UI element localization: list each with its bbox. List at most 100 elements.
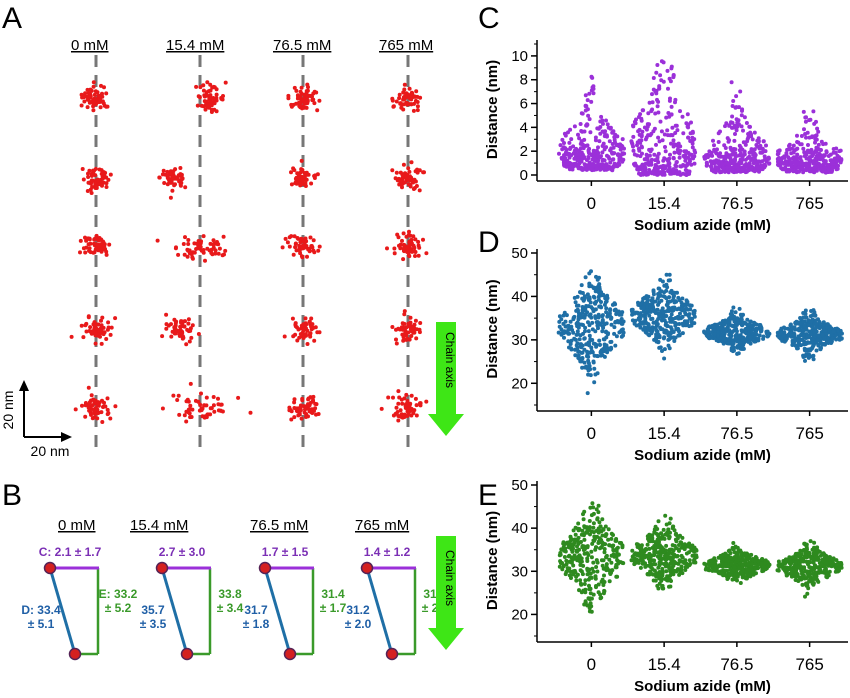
- data-point: [590, 327, 595, 332]
- x-tick-label: 15.4: [648, 655, 681, 674]
- localization-dot: [211, 395, 216, 399]
- localization-dot: [391, 395, 395, 400]
- data-point: [568, 127, 573, 132]
- localization-dot: [91, 102, 96, 107]
- data-point: [731, 150, 736, 155]
- localization-dot: [201, 83, 206, 88]
- localization-dot: [312, 101, 317, 106]
- data-point: [666, 86, 670, 91]
- localization-dot: [87, 329, 92, 333]
- data-point: [808, 539, 813, 544]
- data-point: [658, 293, 663, 298]
- data-point: [569, 324, 574, 329]
- localization-dot: [91, 322, 96, 327]
- localization-dot: [236, 395, 241, 400]
- localization-dot: [408, 315, 413, 320]
- localization-dot: [100, 183, 104, 188]
- localization-dot: [416, 243, 421, 248]
- scale-bar: 20 nm 20 nm: [0, 380, 72, 459]
- data-point: [593, 342, 598, 346]
- localization-dot: [414, 413, 419, 418]
- localization-dot: [390, 325, 395, 329]
- data-point: [805, 167, 810, 172]
- data-point: [583, 599, 588, 604]
- data-point: [639, 138, 644, 143]
- data-point: [635, 167, 640, 172]
- data-point: [583, 103, 588, 108]
- localization-dot: [223, 248, 228, 253]
- data-point: [679, 564, 684, 569]
- localization-dot: [311, 238, 316, 243]
- data-point: [646, 133, 651, 138]
- data-point: [585, 98, 590, 103]
- data-point: [673, 123, 678, 128]
- data-point: [612, 331, 617, 336]
- data-point: [669, 141, 673, 146]
- localization-dot: [303, 101, 308, 106]
- x-tick-label: 765: [795, 194, 823, 213]
- data-point: [663, 323, 668, 327]
- data-point: [556, 330, 561, 335]
- data-point: [760, 557, 765, 561]
- localization-dot: [403, 404, 408, 409]
- data-point: [571, 528, 576, 533]
- localization-dot: [173, 167, 178, 172]
- localization-dot: [108, 416, 113, 421]
- localization-dot: [293, 241, 298, 246]
- data-point: [659, 59, 664, 64]
- d-annotation: 31.7: [244, 603, 268, 617]
- data-point: [645, 542, 650, 547]
- data-point: [675, 128, 680, 133]
- localization-dot: [392, 251, 397, 256]
- localization-dot: [177, 332, 182, 337]
- data-point: [713, 165, 718, 170]
- data-point: [793, 321, 798, 326]
- data-point: [581, 517, 586, 522]
- data-point: [574, 303, 579, 308]
- data-point: [678, 172, 683, 177]
- localization-dot: [403, 175, 408, 180]
- data-point: [666, 111, 671, 115]
- localization-dot: [301, 404, 306, 409]
- data-point: [680, 331, 685, 336]
- data-point: [654, 328, 659, 333]
- data-point: [604, 321, 609, 326]
- data-point: [727, 162, 731, 167]
- data-point: [609, 339, 614, 344]
- localization-dot: [401, 90, 406, 95]
- data-point: [563, 156, 568, 160]
- data-point: [565, 569, 570, 574]
- data-point: [579, 150, 584, 155]
- localization-dot: [171, 393, 176, 398]
- data-point: [818, 340, 823, 345]
- data-point: [687, 303, 692, 308]
- localization-dot: [211, 84, 216, 89]
- data-point: [562, 141, 566, 145]
- data-point: [760, 167, 765, 172]
- data-point: [733, 572, 738, 577]
- y-axis-title: Distance (nm): [484, 279, 501, 378]
- x-tick-label: 0: [587, 655, 596, 674]
- localization-dot: [101, 240, 106, 245]
- data-point: [734, 117, 739, 122]
- data-point: [586, 329, 591, 334]
- data-point: [615, 574, 620, 579]
- localization-dot: [308, 400, 313, 405]
- data-point: [671, 548, 676, 553]
- data-point: [660, 584, 665, 589]
- localization-dot: [214, 96, 219, 100]
- localization-dot: [196, 399, 201, 404]
- data-point: [792, 325, 797, 330]
- data-point: [818, 322, 822, 327]
- data-point: [826, 164, 831, 169]
- data-point: [739, 124, 744, 129]
- x-tick-label: 76.5: [720, 655, 753, 674]
- localization-dot: [292, 400, 297, 405]
- localization-dot: [82, 99, 87, 104]
- localization-dot: [184, 419, 189, 424]
- localization-dot: [87, 408, 92, 413]
- data-point: [659, 561, 664, 566]
- data-point: [600, 144, 605, 148]
- localization-dot: [165, 169, 170, 174]
- data-point: [663, 149, 668, 154]
